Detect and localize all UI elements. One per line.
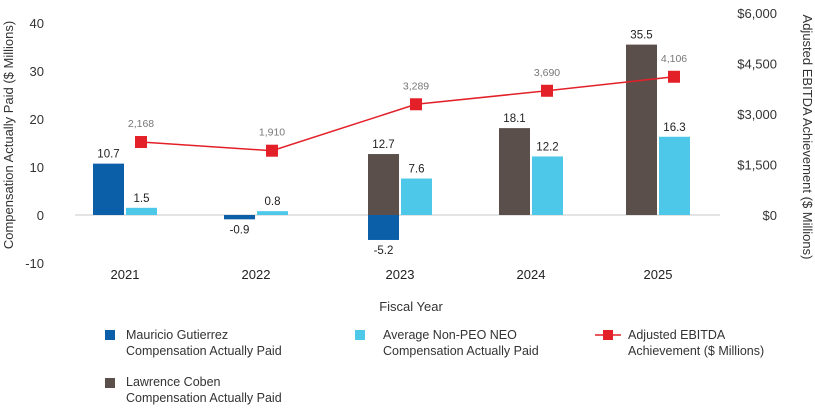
y-axis-title-left: Compensation Actually Paid ($ Millions) [1, 21, 16, 249]
bar-value-label: -0.9 [230, 224, 250, 236]
bar [499, 128, 530, 215]
x-axis-title: Fiscal Year [379, 299, 443, 314]
bar-value-label: 12.7 [372, 139, 394, 151]
ebitda-value-label: 3,289 [403, 80, 429, 92]
bar-value-label: 1.5 [134, 193, 150, 205]
bar [368, 215, 399, 240]
bar [126, 207, 157, 215]
bar-value-label: -5.2 [374, 245, 394, 257]
left-axis-ticks: -10 0 10 20 30 40 [25, 16, 44, 271]
ebitda-marker [410, 98, 422, 111]
legend-label-line2: Compensation Actually Paid [126, 344, 282, 358]
bar [401, 178, 432, 215]
legend-label-line1: Average Non-PEO NEO [383, 328, 517, 342]
legend-swatch-non-peo [355, 330, 365, 340]
x-tick-label: 2021 [111, 267, 140, 282]
legend: Mauricio Gutierrez Compensation Actually… [105, 328, 764, 405]
legend-label-line2: Achievement ($ Millions) [628, 344, 764, 358]
legend-item-coben: Lawrence Coben Compensation Actually Pai… [105, 375, 282, 405]
y-tick-label-left: 10 [30, 160, 44, 175]
x-tick-label: 2023 [386, 267, 415, 282]
x-tick-label: 2022 [242, 267, 271, 282]
y-tick-label-right: $6,000 [737, 6, 777, 21]
ebitda-marker [668, 70, 680, 83]
legend-label-line1: Adjusted EBITDA [628, 328, 726, 342]
ebitda-line-group: 2,168 1,910 3,289 3,690 4,106 [128, 53, 687, 157]
bar-value-label: 12.2 [536, 141, 558, 153]
ebitda-value-label: 3,690 [534, 67, 560, 79]
ebitda-value-label: 4,106 [661, 53, 687, 65]
x-axis-ticks: 2021 2022 2023 2024 2025 [111, 267, 673, 282]
bar-value-label: 0.8 [265, 196, 281, 208]
bar-value-label: 10.7 [97, 149, 119, 161]
y-tick-label-left: 20 [30, 112, 44, 127]
legend-item-gutierrez: Mauricio Gutierrez Compensation Actually… [105, 328, 282, 358]
y-tick-label-left: 30 [30, 64, 44, 79]
bar [659, 136, 690, 215]
x-tick-label: 2025 [644, 267, 673, 282]
ebitda-marker [266, 144, 278, 157]
bar [626, 44, 657, 215]
x-tick-label: 2024 [517, 267, 546, 282]
bar [532, 156, 563, 215]
ebitda-marker [135, 136, 147, 149]
y-tick-label-right: $1,500 [737, 158, 777, 173]
bar [368, 154, 399, 215]
bar-value-label: 18.1 [503, 113, 525, 125]
y-axis-title-right: Adjusted EBITDA Achievement ($ Millions) [800, 15, 815, 260]
legend-item-ebitda: Adjusted EBITDA Achievement ($ Millions) [595, 328, 764, 358]
legend-swatch-gutierrez [105, 330, 115, 340]
legend-label-line2: Compensation Actually Paid [126, 391, 282, 405]
bar-value-label: 16.3 [663, 122, 685, 134]
y-tick-label-right: $4,500 [737, 57, 777, 72]
legend-label-line1: Lawrence Coben [126, 375, 221, 389]
bar-value-label: 35.5 [630, 30, 652, 42]
ebitda-marker [541, 84, 553, 97]
legend-swatch-coben [105, 378, 115, 388]
legend-item-non-peo: Average Non-PEO NEO Compensation Actuall… [355, 328, 539, 358]
bar [257, 211, 288, 215]
y-tick-label-right: $0 [763, 208, 777, 223]
ebitda-value-label: 1,910 [259, 127, 285, 139]
bar [93, 163, 124, 215]
y-tick-label-right: $3,000 [737, 107, 777, 122]
y-tick-label-left: -10 [25, 256, 44, 271]
ebitda-value-label: 2,168 [128, 118, 154, 130]
legend-label-line1: Mauricio Gutierrez [126, 328, 228, 342]
bar-group: 10.7 1.5 -0.9 0.8 -5.2 12.7 7.6 18.1 12.2 35.5 16.… [93, 30, 690, 257]
y-tick-label-left: 0 [37, 208, 44, 223]
legend-marker-ebitda [603, 330, 613, 340]
right-axis-ticks: $0 $1,500 $3,000 $4,500 $6,000 [737, 6, 777, 223]
y-tick-label-left: 40 [30, 16, 44, 31]
bar-value-label: 7.6 [409, 164, 425, 176]
bar [224, 215, 255, 220]
legend-label-line2: Compensation Actually Paid [383, 344, 539, 358]
